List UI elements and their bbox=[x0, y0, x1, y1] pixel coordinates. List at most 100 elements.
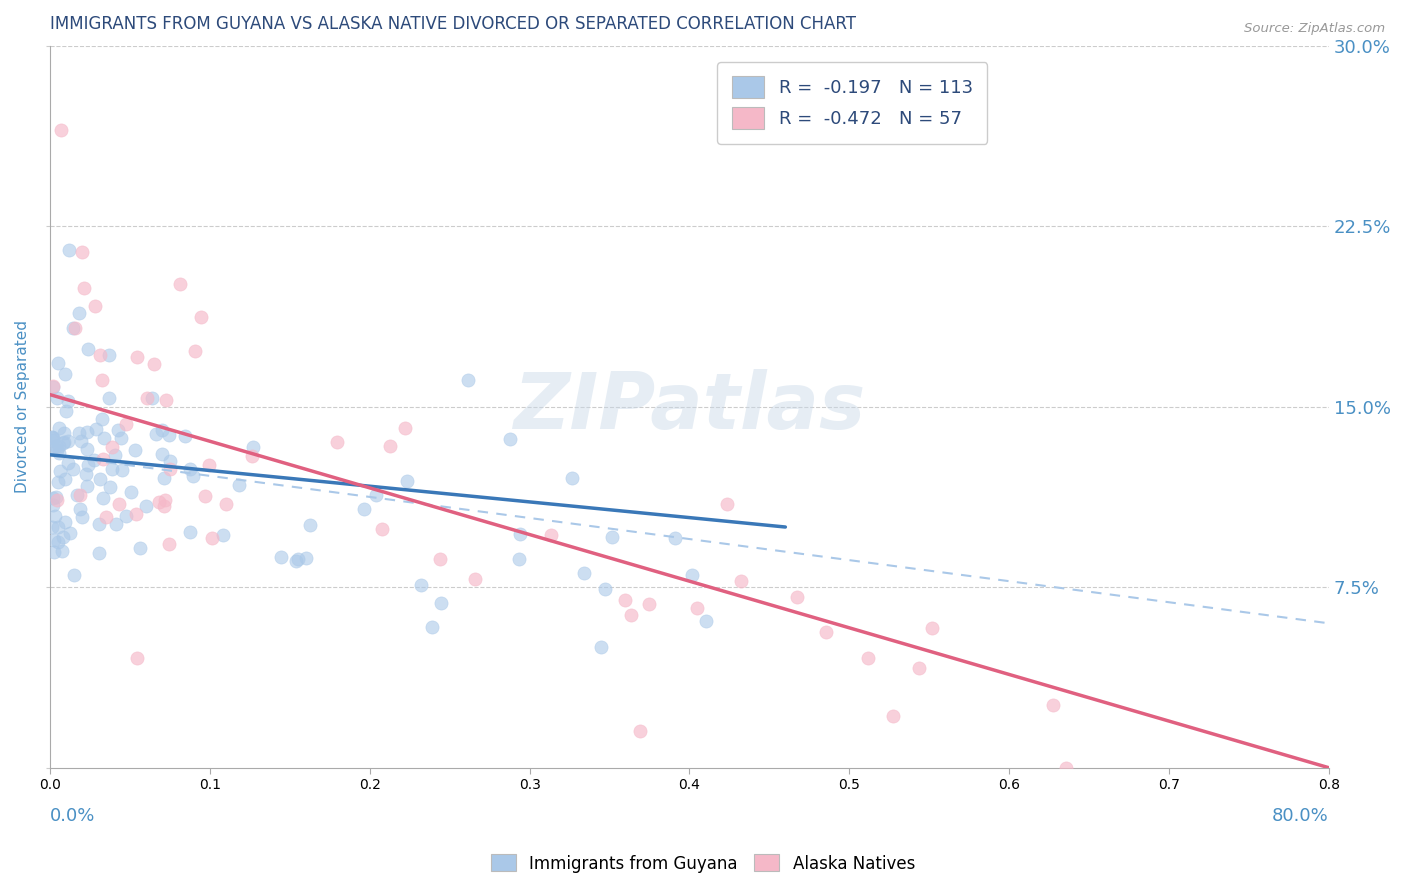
Point bbox=[52, 426, 75, 441]
Point bbox=[41, 520, 63, 534]
Point bbox=[508, 552, 530, 566]
Point bbox=[70, 509, 93, 524]
Point bbox=[41, 430, 63, 444]
Point bbox=[89, 348, 111, 362]
Point bbox=[173, 429, 195, 443]
Point bbox=[84, 299, 107, 313]
Text: Source: ZipAtlas.com: Source: ZipAtlas.com bbox=[1244, 22, 1385, 36]
Point bbox=[48, 446, 70, 460]
Point bbox=[56, 393, 79, 408]
Point bbox=[42, 498, 65, 512]
Point bbox=[46, 356, 69, 370]
Point bbox=[240, 450, 263, 464]
Point bbox=[41, 442, 63, 457]
Point bbox=[44, 533, 66, 547]
Point bbox=[685, 601, 707, 615]
Point bbox=[242, 440, 264, 454]
Point bbox=[411, 578, 433, 592]
Point bbox=[148, 494, 170, 508]
Point bbox=[58, 456, 80, 470]
Point bbox=[45, 439, 67, 453]
Point bbox=[98, 391, 121, 405]
Point bbox=[815, 624, 838, 639]
Point bbox=[284, 554, 307, 568]
Point bbox=[457, 373, 479, 387]
Point bbox=[179, 462, 201, 476]
Point bbox=[908, 661, 931, 675]
Point bbox=[124, 442, 146, 457]
Point bbox=[45, 490, 67, 504]
Point bbox=[143, 357, 166, 371]
Point bbox=[169, 277, 191, 291]
Point bbox=[44, 508, 66, 523]
Point bbox=[141, 391, 163, 405]
Point bbox=[42, 431, 65, 445]
Point bbox=[201, 531, 224, 545]
Point bbox=[114, 509, 136, 524]
Point bbox=[107, 423, 129, 437]
Point bbox=[120, 484, 142, 499]
Point bbox=[716, 498, 738, 512]
Point bbox=[190, 310, 212, 325]
Point bbox=[135, 499, 157, 513]
Point bbox=[150, 423, 173, 437]
Point bbox=[155, 392, 177, 407]
Point bbox=[198, 458, 221, 473]
Point bbox=[395, 474, 418, 488]
Point bbox=[69, 425, 91, 440]
Point bbox=[127, 351, 149, 365]
Point bbox=[145, 427, 167, 442]
Point bbox=[69, 487, 91, 501]
Point bbox=[730, 574, 752, 589]
Point bbox=[59, 526, 82, 541]
Point bbox=[364, 488, 387, 502]
Point bbox=[540, 528, 562, 542]
Point bbox=[98, 348, 121, 362]
Point bbox=[76, 479, 98, 493]
Point bbox=[159, 462, 181, 476]
Point bbox=[294, 551, 316, 566]
Text: ZIPatlas: ZIPatlas bbox=[513, 368, 866, 445]
Point bbox=[53, 471, 76, 485]
Point bbox=[125, 507, 148, 521]
Point bbox=[52, 435, 75, 450]
Point bbox=[499, 432, 522, 446]
Point bbox=[136, 391, 159, 405]
Legend: R =  -0.197   N = 113, R =  -0.472   N = 57: R = -0.197 N = 113, R = -0.472 N = 57 bbox=[717, 62, 987, 144]
Point bbox=[215, 497, 238, 511]
Point bbox=[509, 527, 531, 541]
Point bbox=[681, 567, 703, 582]
Point bbox=[664, 532, 686, 546]
Point bbox=[420, 620, 443, 634]
Point bbox=[49, 123, 72, 137]
Point bbox=[464, 572, 486, 586]
Point bbox=[75, 467, 97, 481]
Point bbox=[41, 430, 63, 444]
Point bbox=[46, 493, 69, 508]
Point bbox=[561, 471, 583, 485]
Point bbox=[98, 480, 121, 494]
Point bbox=[46, 475, 69, 489]
Point bbox=[83, 453, 105, 467]
Point bbox=[63, 568, 86, 582]
Point bbox=[882, 709, 904, 723]
Point bbox=[48, 421, 70, 435]
Point bbox=[107, 497, 129, 511]
Point bbox=[56, 434, 79, 448]
Point bbox=[76, 442, 98, 456]
Point bbox=[73, 281, 96, 295]
Point bbox=[572, 566, 595, 580]
Point bbox=[62, 321, 84, 335]
Point bbox=[90, 373, 112, 387]
Point bbox=[212, 527, 235, 541]
Point bbox=[591, 640, 613, 654]
Point bbox=[77, 343, 100, 357]
Text: IMMIGRANTS FROM GUYANA VS ALASKA NATIVE DIVORCED OR SEPARATED CORRELATION CHART: IMMIGRANTS FROM GUYANA VS ALASKA NATIVE … bbox=[51, 15, 856, 33]
Point bbox=[614, 593, 637, 607]
Point bbox=[155, 492, 177, 507]
Point bbox=[786, 590, 808, 604]
Point bbox=[53, 515, 76, 529]
Point bbox=[91, 452, 114, 467]
Point bbox=[110, 432, 132, 446]
Point bbox=[45, 391, 67, 405]
